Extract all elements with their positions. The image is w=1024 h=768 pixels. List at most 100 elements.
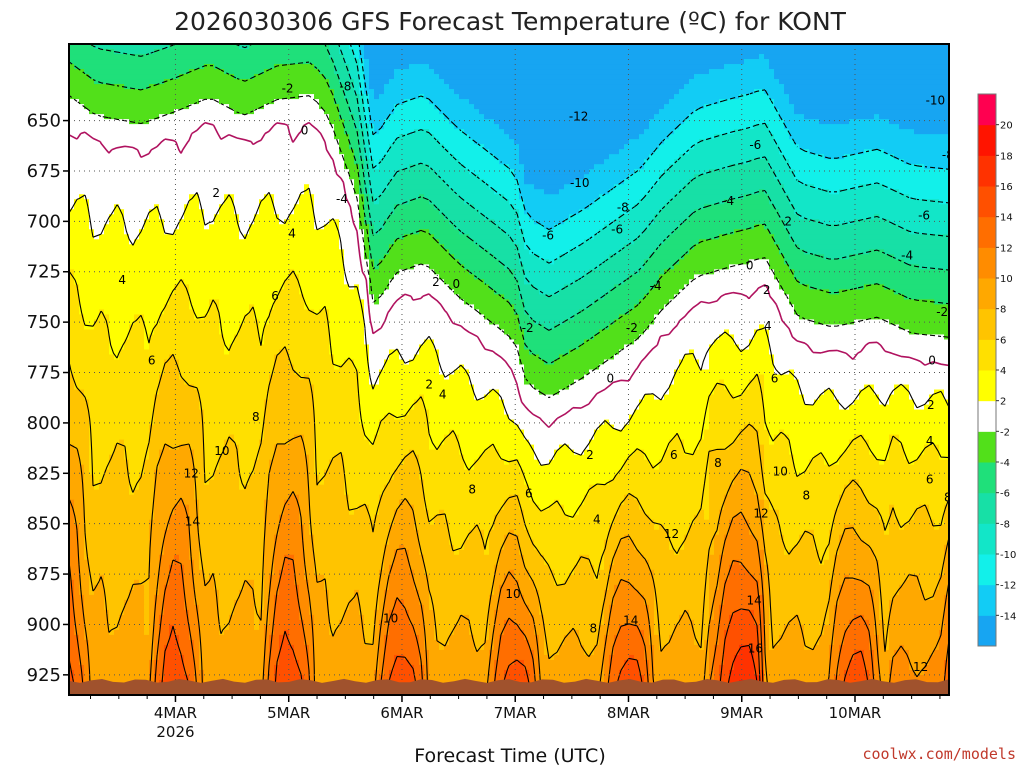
temperature-cell bbox=[644, 394, 655, 401]
temperature-cell bbox=[279, 654, 295, 661]
contour-label: 2 bbox=[763, 283, 771, 297]
temperature-cell bbox=[664, 454, 710, 461]
temperature-cell bbox=[389, 144, 445, 150]
temperature-cell bbox=[274, 539, 305, 546]
temperature-cell bbox=[624, 279, 660, 285]
temperature-cell bbox=[359, 84, 365, 90]
temperature-cell bbox=[174, 624, 190, 631]
temperature-cell bbox=[429, 99, 470, 105]
temperature-cell bbox=[604, 634, 615, 641]
temperature-cell bbox=[279, 349, 290, 356]
temperature-cell bbox=[919, 264, 949, 270]
temperature-cell bbox=[114, 449, 125, 456]
temperature-cell bbox=[69, 74, 90, 80]
temperature-cell bbox=[829, 664, 840, 671]
temperature-cell bbox=[219, 314, 245, 321]
temperature-cell bbox=[264, 429, 315, 436]
temperature-cell bbox=[304, 564, 315, 571]
temperature-cell bbox=[709, 459, 765, 466]
temperature-cell bbox=[429, 579, 495, 586]
temperature-cell bbox=[319, 474, 325, 481]
temperature-cell bbox=[169, 569, 185, 576]
temperature-cell bbox=[594, 164, 645, 170]
temperature-cell bbox=[304, 619, 315, 626]
temperature-cell bbox=[89, 639, 155, 646]
temperature-cell bbox=[639, 199, 670, 205]
temperature-cell bbox=[124, 604, 145, 611]
colorbar-swatch bbox=[978, 339, 996, 371]
temperature-cell bbox=[299, 274, 345, 280]
colorbar-label: 6 bbox=[1000, 335, 1006, 346]
temperature-cell bbox=[429, 574, 495, 581]
temperature-cell bbox=[519, 149, 620, 155]
temperature-cell bbox=[614, 184, 655, 190]
temperature-cell bbox=[194, 464, 205, 471]
temperature-cell bbox=[404, 414, 430, 421]
temperature-cell bbox=[724, 589, 760, 596]
temperature-cell bbox=[69, 79, 95, 85]
temperature-cell bbox=[664, 304, 795, 311]
temperature-cell bbox=[624, 244, 660, 250]
temperature-cell bbox=[724, 199, 770, 205]
temperature-cell bbox=[779, 519, 835, 526]
temperature-cell bbox=[519, 544, 535, 551]
temperature-cell bbox=[409, 359, 440, 366]
temperature-cell bbox=[594, 199, 640, 205]
temperature-cell bbox=[224, 194, 235, 200]
temperature-cell bbox=[69, 139, 340, 145]
temperature-cell bbox=[404, 544, 420, 551]
temperature-cell bbox=[719, 639, 725, 646]
temperature-cell bbox=[939, 444, 949, 451]
contour-label: 6 bbox=[670, 448, 678, 462]
temperature-cell bbox=[214, 214, 240, 220]
temperature-cell bbox=[579, 344, 625, 351]
temperature-cell bbox=[274, 594, 300, 601]
temperature-cell bbox=[709, 344, 740, 351]
temperature-cell bbox=[344, 464, 400, 471]
temperature-cell bbox=[264, 664, 270, 671]
temperature-cell bbox=[369, 284, 390, 290]
temperature-cell bbox=[159, 389, 200, 396]
contour-line bbox=[69, 491, 949, 695]
temperature-cell bbox=[269, 379, 310, 386]
temperature-cell bbox=[514, 659, 525, 666]
temperature-cell bbox=[794, 469, 805, 476]
colorbar-swatch bbox=[978, 400, 996, 432]
temperature-cell bbox=[619, 544, 635, 551]
temperature-cell bbox=[374, 629, 380, 636]
temperature-cell bbox=[849, 624, 870, 631]
temperature-cell bbox=[724, 654, 735, 661]
temperature-cell bbox=[149, 339, 225, 346]
temperature-cell bbox=[149, 569, 160, 576]
temperature-cell bbox=[234, 209, 260, 215]
temperature-cell bbox=[369, 224, 375, 230]
temperature-cell bbox=[199, 559, 265, 566]
temperature-cell bbox=[384, 634, 420, 641]
temperature-cell bbox=[929, 654, 949, 661]
temperature-cell bbox=[889, 614, 945, 621]
temperature-cell bbox=[764, 669, 830, 676]
temperature-cell bbox=[719, 559, 735, 566]
colorbar-label: 10 bbox=[1000, 274, 1013, 285]
temperature-cell bbox=[154, 419, 205, 426]
temperature-cell bbox=[204, 474, 215, 481]
temperature-cell bbox=[764, 514, 780, 521]
temperature-cell bbox=[194, 669, 205, 676]
temperature-cell bbox=[264, 419, 315, 426]
temperature-cell bbox=[404, 454, 420, 461]
temperature-cell bbox=[634, 449, 645, 456]
colorbar-swatch bbox=[978, 462, 996, 494]
temperature-cell bbox=[434, 134, 470, 140]
temperature-cell bbox=[759, 674, 765, 681]
temperature-cell bbox=[659, 279, 690, 285]
contour-line bbox=[358, 44, 949, 231]
temperature-cell bbox=[69, 69, 85, 75]
temperature-cell bbox=[84, 549, 150, 556]
temperature-cell bbox=[299, 499, 310, 506]
temperature-cell bbox=[539, 644, 545, 651]
temperature-cell bbox=[449, 534, 470, 541]
temperature-cell bbox=[474, 464, 520, 471]
temperature-cell bbox=[69, 329, 110, 336]
temperature-cell bbox=[764, 559, 820, 566]
temperature-cell bbox=[609, 609, 650, 616]
